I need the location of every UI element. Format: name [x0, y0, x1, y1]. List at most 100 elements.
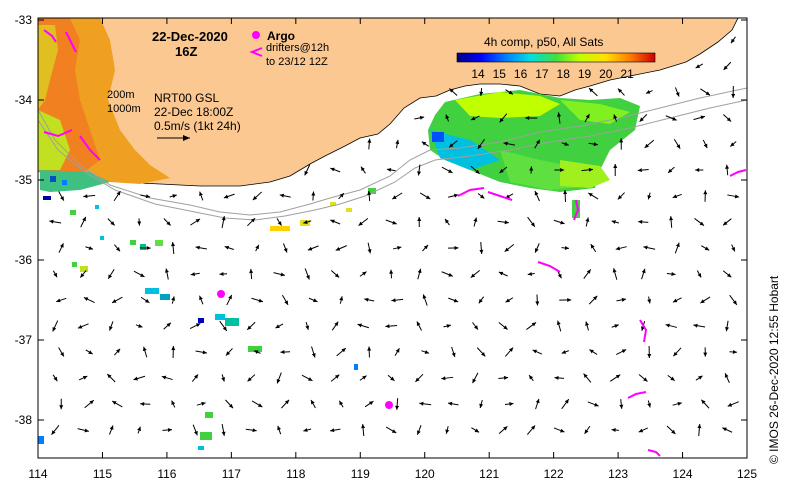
current-arrow [665, 115, 677, 121]
current-arrow [673, 139, 681, 149]
current-arrow [330, 374, 340, 382]
current-arrow [195, 350, 207, 355]
current-arrow [479, 88, 484, 96]
current-arrow [394, 347, 400, 357]
current-arrow [422, 244, 429, 252]
current-arrow [279, 193, 291, 198]
current-arrow [669, 216, 674, 228]
current-arrow [359, 271, 367, 277]
current-arrow [477, 193, 485, 199]
x-tick-label: 116 [157, 467, 176, 481]
current-arrow [84, 399, 95, 409]
current-arrow [246, 321, 256, 331]
current-arrow [673, 347, 682, 357]
colorbar-tick-label: 16 [514, 67, 528, 81]
current-arrow [561, 142, 569, 146]
colorbar-title: 4h comp, p50, All Sats [484, 35, 603, 49]
y-tick-label: -34 [15, 93, 33, 107]
current-arrow [672, 297, 682, 303]
current-arrow [303, 220, 312, 224]
current-arrow [190, 272, 200, 277]
current-arrow [417, 164, 422, 176]
current-arrow [647, 400, 652, 408]
current-arrow [617, 192, 625, 200]
current-arrow [107, 268, 115, 280]
current-arrow [251, 297, 264, 303]
current-arrow [731, 86, 736, 98]
current-arrow [472, 322, 479, 330]
current-arrow [311, 191, 316, 201]
current-arrow [696, 270, 702, 278]
current-arrow [527, 216, 536, 228]
current-arrow [638, 427, 648, 433]
y-axis: -33 -34 -35 -36 -37 -38 [15, 13, 747, 427]
current-arrow [585, 217, 590, 227]
drifter-legend-label-2: to 23/12 12Z [266, 56, 328, 68]
current-arrow [421, 141, 429, 147]
current-arrow [525, 115, 538, 120]
current-arrow [613, 164, 618, 176]
current-arrow [338, 400, 344, 408]
current-arrow [52, 270, 58, 278]
current-arrow [422, 294, 428, 306]
current-arrow [479, 399, 484, 409]
current-arrow [330, 270, 340, 278]
current-arrow [395, 139, 400, 149]
current-arrow [639, 114, 648, 122]
current-arrow [83, 296, 95, 304]
current-arrow [281, 294, 289, 306]
x-tick-label: 124 [673, 467, 693, 481]
current-arrow [527, 271, 535, 276]
current-arrow [504, 347, 514, 357]
current-arrow [225, 348, 233, 356]
current-arrow [109, 321, 114, 331]
current-arrow [534, 139, 541, 149]
current-arrow [559, 297, 572, 302]
current-arrow [386, 167, 396, 172]
current-arrow [387, 374, 395, 382]
current-arrow [445, 114, 450, 122]
current-arrow [336, 347, 347, 357]
colorbar-tick-label: 17 [535, 67, 549, 81]
current-arrow [703, 190, 708, 202]
isobath-1000-label: 1000m [107, 103, 141, 115]
current-arrow [727, 401, 739, 407]
current-arrow [722, 218, 732, 226]
current-arrow [497, 220, 509, 225]
current-arrow [142, 346, 148, 358]
current-arrow [499, 113, 508, 123]
drifter-legend: drifters@12h to 23/12 12Z [249, 42, 329, 68]
current-arrow [392, 245, 402, 250]
current-arrow [666, 425, 676, 435]
current-arrow [223, 193, 235, 199]
current-arrow [472, 372, 479, 384]
current-arrow [133, 270, 145, 278]
current-arrow [529, 166, 534, 174]
current-arrow [137, 218, 142, 226]
current-arrow [588, 142, 598, 147]
current-arrow [723, 114, 732, 122]
current-arrow [730, 36, 736, 44]
current-arrow [331, 321, 339, 331]
current-arrow [731, 244, 736, 252]
current-arrow [702, 139, 708, 149]
current-arrow [498, 425, 508, 435]
current-arrow [526, 322, 537, 330]
current-arrow [171, 400, 176, 408]
current-arrow [445, 426, 450, 434]
current-arrow [395, 398, 400, 410]
current-arrow [161, 375, 173, 381]
current-arrow [249, 268, 254, 280]
current-arrow [385, 324, 398, 329]
current-arrow [665, 323, 678, 328]
current-arrow [674, 87, 680, 97]
current-arrow [479, 242, 484, 254]
current-arrow [247, 217, 256, 227]
current-arrow [722, 427, 733, 433]
current-arrow [190, 218, 201, 226]
current-arrow [535, 294, 540, 306]
current-arrow [301, 374, 313, 382]
current-arrow [590, 243, 597, 253]
colorbar: 4h comp, p50, All Sats 14 15 16 17 18 19 20 21 [456, 35, 656, 81]
current-arrow [561, 398, 570, 410]
